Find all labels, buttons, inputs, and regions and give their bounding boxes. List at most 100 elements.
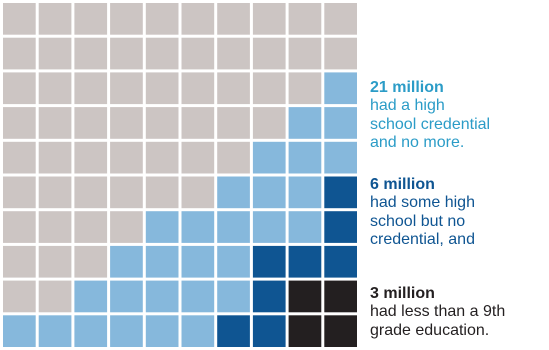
waffle-cell-other <box>3 211 36 243</box>
waffle-cell-high-school-credential-and-no-more <box>181 245 215 278</box>
waffle-cell-high-school-credential-and-no-more <box>252 211 286 243</box>
waffle-cell-other <box>181 107 215 139</box>
waffle-cell-other <box>217 141 250 174</box>
waffle-cell-high-school-credential-and-no-more <box>324 141 357 174</box>
waffle-cell-other <box>252 107 286 139</box>
waffle-cell-other <box>181 176 215 209</box>
waffle-cell-high-school-credential-and-no-more <box>181 211 215 243</box>
waffle-cell-other <box>110 176 143 209</box>
waffle-cell-other <box>110 37 143 70</box>
legend-item-3-million: 3 million had less than a 9th grade educ… <box>370 285 549 340</box>
legend-item-6-million: 6 million had some high school but no cr… <box>370 176 549 250</box>
waffle-cell-other <box>38 141 72 174</box>
waffle-cell-other <box>3 3 36 35</box>
waffle-cell-high-school-credential-and-no-more <box>181 280 215 313</box>
waffle-cell-other <box>3 37 36 70</box>
waffle-cell-other <box>110 211 143 243</box>
waffle-cell-other <box>145 141 179 174</box>
waffle-cell-other <box>252 72 286 105</box>
waffle-cell-other <box>217 72 250 105</box>
waffle-cell-high-school-credential-and-no-more <box>145 280 179 313</box>
waffle-cell-other <box>145 37 179 70</box>
waffle-cell-high-school-credential-and-no-more <box>217 245 250 278</box>
waffle-cell-high-school-credential-and-no-more <box>145 245 179 278</box>
waffle-cell-high-school-credential-and-no-more <box>145 315 179 347</box>
waffle-cell-other <box>74 37 108 70</box>
waffle-cell-high-school-credential-and-no-more <box>145 211 179 243</box>
legend-value-21-million: 21 million <box>370 79 444 96</box>
waffle-cell-high-school-credential-and-no-more <box>288 211 322 243</box>
legend-value-6-million: 6 million <box>370 176 435 193</box>
waffle-cell-other <box>145 72 179 105</box>
legend-item-21-million: 21 million had a high school credential … <box>370 79 549 153</box>
waffle-cell-other <box>252 3 286 35</box>
waffle-cell-high-school-credential-and-no-more <box>324 107 357 139</box>
waffle-cell-other <box>181 3 215 35</box>
waffle-cell-other <box>38 72 72 105</box>
legend: 21 million had a high school credential … <box>370 0 549 350</box>
waffle-chart <box>3 3 357 347</box>
waffle-cell-other <box>288 3 322 35</box>
waffle-cell-other <box>181 37 215 70</box>
waffle-cell-other <box>38 176 72 209</box>
waffle-cell-high-school-credential-and-no-more <box>217 211 250 243</box>
waffle-cell-other <box>38 3 72 35</box>
waffle-cell-some-high-school-but-no-credential <box>252 280 286 313</box>
waffle-cell-some-high-school-but-no-credential <box>252 315 286 347</box>
waffle-cell-high-school-credential-and-no-more <box>217 280 250 313</box>
waffle-cell-less-than-a-9th-grade-education <box>288 315 322 347</box>
waffle-cell-other <box>217 107 250 139</box>
waffle-cell-high-school-credential-and-no-more <box>252 176 286 209</box>
waffle-cell-other <box>38 280 72 313</box>
waffle-cell-other <box>110 107 143 139</box>
waffle-cell-other <box>3 245 36 278</box>
waffle-cell-other <box>3 141 36 174</box>
waffle-cell-high-school-credential-and-no-more <box>110 315 143 347</box>
waffle-cell-other <box>110 72 143 105</box>
waffle-cell-high-school-credential-and-no-more <box>74 280 108 313</box>
waffle-cell-other <box>38 107 72 139</box>
waffle-cell-other <box>110 3 143 35</box>
waffle-cell-some-high-school-but-no-credential <box>217 315 250 347</box>
waffle-cell-other <box>74 107 108 139</box>
waffle-cell-other <box>74 211 108 243</box>
waffle-cell-high-school-credential-and-no-more <box>324 72 357 105</box>
legend-description-21-million: had a high school credential and no more… <box>370 97 491 152</box>
legend-description-6-million: had some high school but no credential, … <box>370 194 475 249</box>
waffle-cell-other <box>74 3 108 35</box>
waffle-cell-other <box>145 107 179 139</box>
waffle-cell-other <box>252 37 286 70</box>
waffle-cell-other <box>38 245 72 278</box>
waffle-cell-other <box>38 37 72 70</box>
waffle-cell-other <box>145 3 179 35</box>
waffle-cell-other <box>3 72 36 105</box>
waffle-cell-other <box>217 37 250 70</box>
waffle-cell-other <box>181 72 215 105</box>
waffle-cell-high-school-credential-and-no-more <box>217 176 250 209</box>
waffle-cell-other <box>288 37 322 70</box>
waffle-cell-other <box>74 176 108 209</box>
waffle-cell-high-school-credential-and-no-more <box>252 141 286 174</box>
waffle-cell-high-school-credential-and-no-more <box>110 280 143 313</box>
legend-description-3-million: had less than a 9th grade education. <box>370 303 506 339</box>
waffle-cell-high-school-credential-and-no-more <box>3 315 36 347</box>
waffle-cell-other <box>288 72 322 105</box>
waffle-cell-other <box>74 72 108 105</box>
waffle-cell-high-school-credential-and-no-more <box>288 176 322 209</box>
waffle-cell-other <box>181 141 215 174</box>
waffle-cell-less-than-a-9th-grade-education <box>324 315 357 347</box>
waffle-cell-high-school-credential-and-no-more <box>110 245 143 278</box>
waffle-cell-some-high-school-but-no-credential <box>324 211 357 243</box>
waffle-cell-some-high-school-but-no-credential <box>324 176 357 209</box>
waffle-cell-other <box>38 211 72 243</box>
waffle-cell-some-high-school-but-no-credential <box>324 245 357 278</box>
waffle-cell-some-high-school-but-no-credential <box>288 245 322 278</box>
waffle-cell-some-high-school-but-no-credential <box>252 245 286 278</box>
waffle-cell-other <box>74 141 108 174</box>
waffle-cell-other <box>217 3 250 35</box>
waffle-cell-other <box>324 3 357 35</box>
waffle-cell-other <box>324 37 357 70</box>
waffle-cell-high-school-credential-and-no-more <box>288 107 322 139</box>
waffle-cell-high-school-credential-and-no-more <box>288 141 322 174</box>
